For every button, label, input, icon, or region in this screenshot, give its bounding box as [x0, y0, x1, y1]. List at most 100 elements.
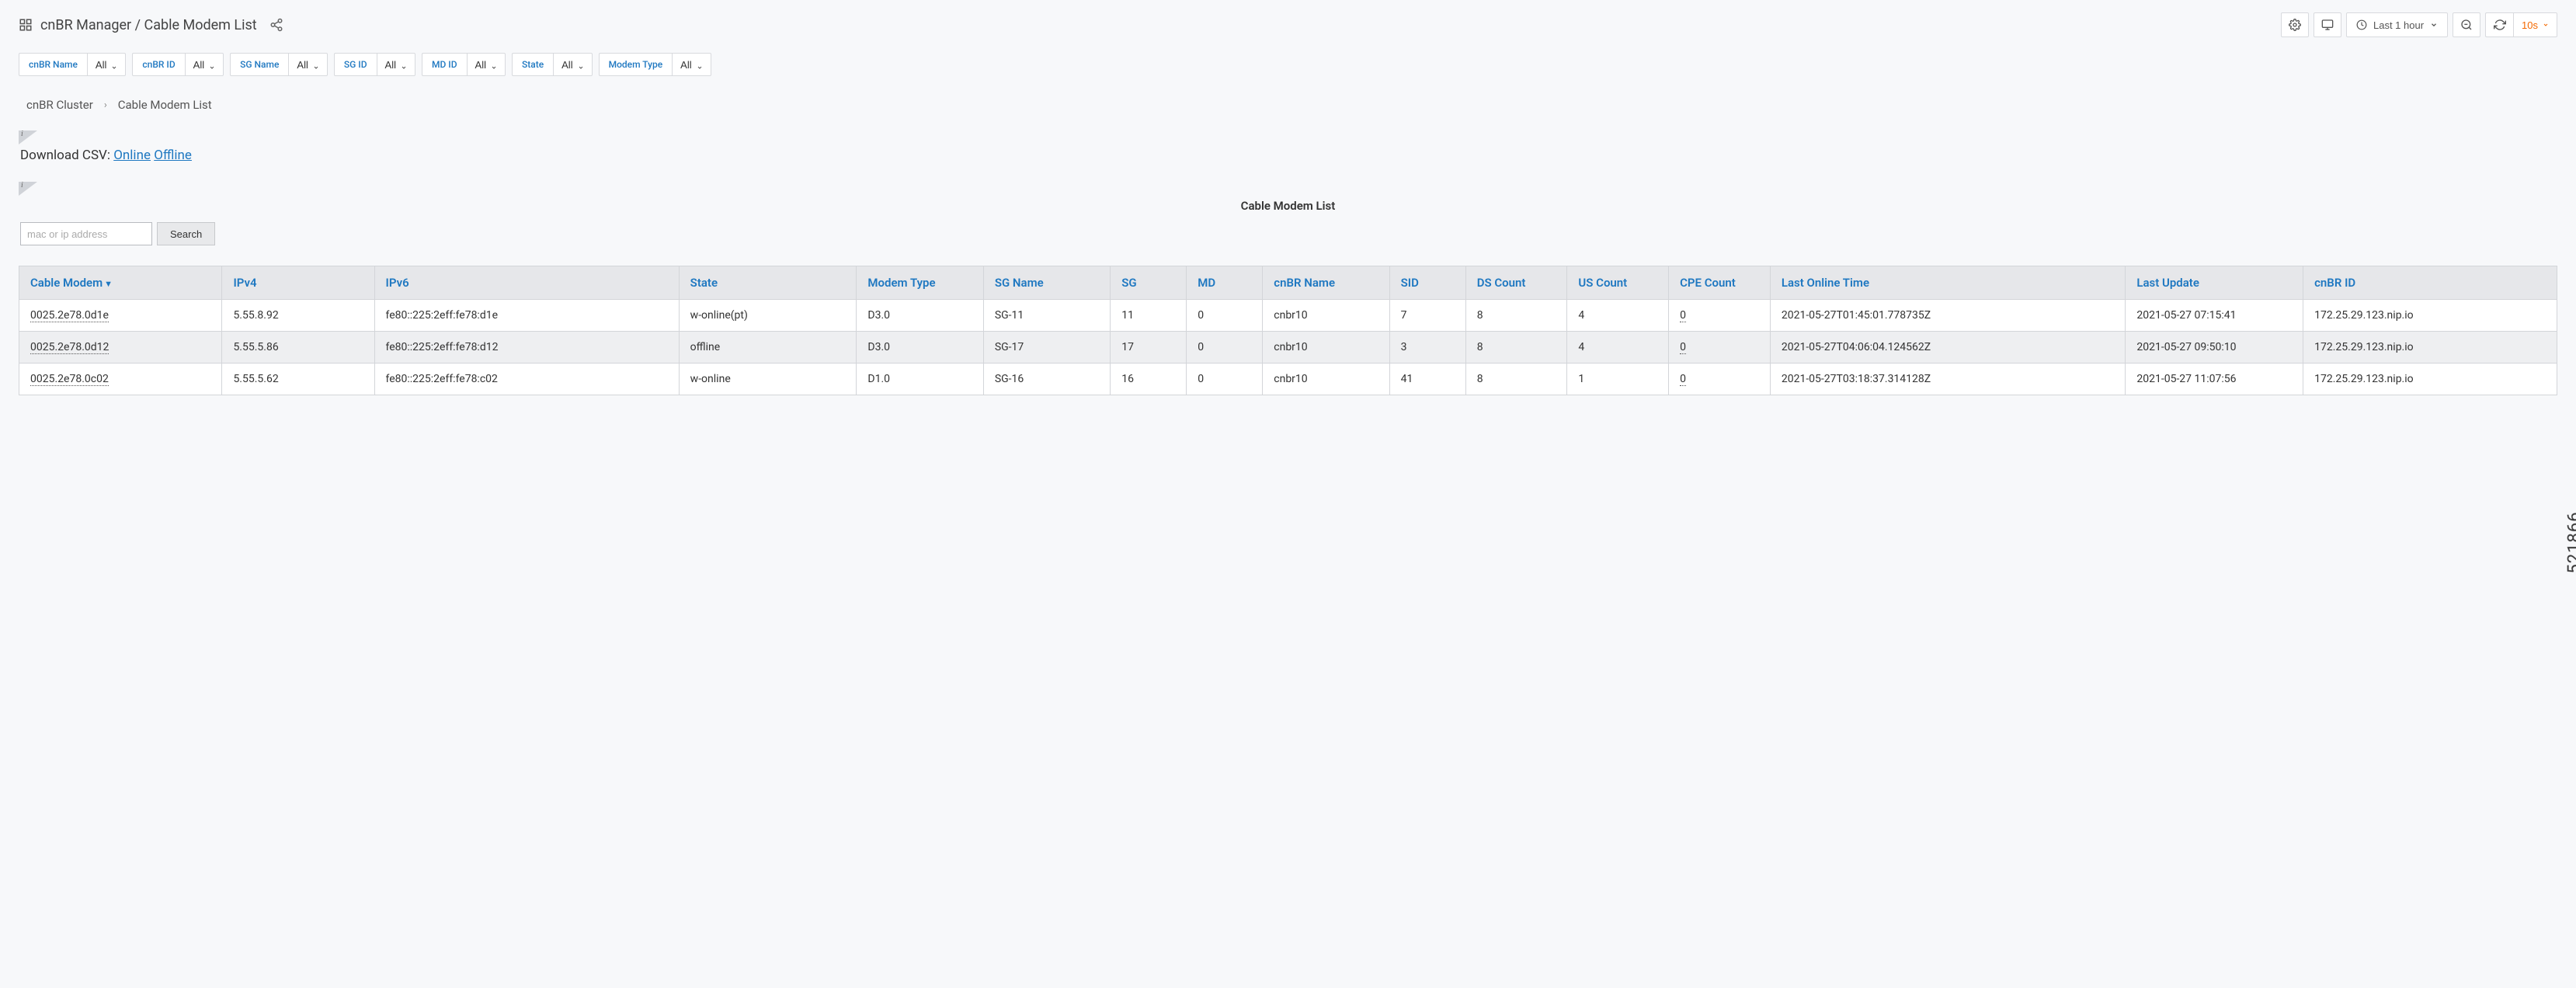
table-cell: 0025.2e78.0c02 — [19, 364, 222, 395]
table-column-header[interactable]: CPE Count — [1669, 266, 1771, 300]
table-column-header[interactable]: cnBR Name — [1263, 266, 1389, 300]
refresh-interval-select[interactable]: 10s — [2513, 12, 2557, 37]
table-cell: w-online(pt) — [679, 300, 857, 332]
table-column-header[interactable]: SG — [1111, 266, 1187, 300]
panel-info-corner[interactable]: i — [19, 130, 37, 144]
breadcrumb-parent[interactable]: cnBR Cluster — [26, 98, 93, 112]
table-column-header[interactable]: MD — [1187, 266, 1263, 300]
table-column-header[interactable]: US Count — [1567, 266, 1669, 300]
zoom-out-button[interactable] — [2453, 12, 2480, 37]
table-cell: 1 — [1567, 364, 1669, 395]
refresh-icon — [2494, 19, 2506, 31]
table-cell: fe80::225:2eff:fe78:d1e — [374, 300, 679, 332]
table-column-header[interactable]: SG Name — [983, 266, 1110, 300]
refresh-group: 10s — [2485, 12, 2557, 37]
download-row: Download CSV: Online Offline — [19, 148, 2557, 163]
filter-value: All — [297, 59, 308, 71]
table-column-header[interactable]: IPv6 — [374, 266, 679, 300]
cpe-count[interactable]: 0 — [1680, 373, 1686, 386]
download-offline-link[interactable]: Offline — [154, 148, 192, 163]
search-input[interactable] — [20, 222, 152, 245]
table-cell: D1.0 — [857, 364, 983, 395]
clock-icon — [2356, 19, 2367, 30]
filter-label: Modem Type — [599, 53, 673, 76]
table-cell: 0 — [1187, 300, 1263, 332]
table-column-header[interactable]: Last Update — [2126, 266, 2303, 300]
time-range-picker[interactable]: Last 1 hour — [2346, 12, 2448, 37]
refresh-button[interactable] — [2485, 12, 2513, 37]
settings-button[interactable] — [2281, 12, 2309, 37]
filter-group: SG NameAll — [230, 53, 328, 76]
filter-value: All — [475, 59, 486, 71]
table-row: 0025.2e78.0d1e 5.55.8.92fe80::225:2eff:fe… — [19, 300, 2557, 332]
table-column-header[interactable]: IPv4 — [222, 266, 374, 300]
table-cell: 172.25.29.123.nip.io — [2303, 300, 2557, 332]
cpe-count[interactable]: 0 — [1680, 309, 1686, 322]
table-cell: D3.0 — [857, 332, 983, 364]
table-cell: SG-16 — [983, 364, 1110, 395]
filter-select[interactable]: All — [288, 53, 327, 76]
table-cell: 0 — [1187, 364, 1263, 395]
filter-select[interactable]: All — [377, 53, 415, 76]
mac-link[interactable]: 0025.2e78.0d1e — [30, 309, 109, 322]
table-cell: 5.55.5.86 — [222, 332, 374, 364]
table-cell: 2021-05-27T04:06:04.124562Z — [1770, 332, 2126, 364]
filter-select[interactable]: All — [553, 53, 592, 76]
table-cell: 0 — [1669, 300, 1771, 332]
table-cell: 0025.2e78.0d12 — [19, 332, 222, 364]
filter-label: cnBR Name — [19, 53, 87, 76]
filter-label: SG ID — [334, 53, 377, 76]
table-cell: fe80::225:2eff:fe78:d12 — [374, 332, 679, 364]
header-left: cnBR Manager / Cable Modem List — [19, 17, 283, 33]
header-bar: cnBR Manager / Cable Modem List — [19, 12, 2557, 37]
breadcrumb: cnBR Cluster › Cable Modem List — [19, 98, 2557, 112]
table-column-header[interactable]: SID — [1389, 266, 1465, 300]
filter-select[interactable]: All — [467, 53, 506, 76]
filter-group: StateAll — [512, 53, 593, 76]
table-cell: 5.55.8.92 — [222, 300, 374, 332]
table-cell: SG-17 — [983, 332, 1110, 364]
table-cell: 0 — [1187, 332, 1263, 364]
filter-select[interactable]: All — [672, 53, 711, 76]
share-icon[interactable] — [269, 18, 283, 32]
filter-value: All — [385, 59, 396, 71]
chevron-down-icon — [2543, 22, 2549, 28]
time-range-label: Last 1 hour — [2373, 19, 2424, 31]
filter-select[interactable]: All — [185, 53, 224, 76]
refresh-interval-label: 10s — [2522, 19, 2538, 31]
filters-row: cnBR NameAllcnBR IDAllSG NameAllSG IDAll… — [19, 53, 2557, 76]
header-right: Last 1 hour 10s — [2281, 12, 2557, 37]
table-cell: 2021-05-27 09:50:10 — [2126, 332, 2303, 364]
table-column-header[interactable]: Cable Modem▼ — [19, 266, 222, 300]
cpe-count[interactable]: 0 — [1680, 341, 1686, 354]
search-button[interactable]: Search — [157, 222, 215, 245]
table-cell: cnbr10 — [1263, 300, 1389, 332]
table-column-header[interactable]: State — [679, 266, 857, 300]
filter-group: MD IDAll — [422, 53, 506, 76]
table-cell: fe80::225:2eff:fe78:c02 — [374, 364, 679, 395]
filter-group: cnBR NameAll — [19, 53, 126, 76]
table-column-header[interactable]: Modem Type — [857, 266, 983, 300]
table-column-header[interactable]: cnBR ID — [2303, 266, 2557, 300]
mac-link[interactable]: 0025.2e78.0c02 — [30, 373, 109, 386]
chevron-down-icon — [491, 61, 497, 68]
panel-info-corner[interactable]: i — [19, 182, 37, 196]
table-cell: 0 — [1669, 332, 1771, 364]
mac-link[interactable]: 0025.2e78.0d12 — [30, 341, 109, 354]
panel-title: Cable Modem List — [19, 199, 2557, 213]
filter-label: cnBR ID — [132, 53, 184, 76]
chevron-down-icon — [313, 61, 319, 68]
table-cell: 3 — [1389, 332, 1465, 364]
table-column-header[interactable]: DS Count — [1465, 266, 1567, 300]
download-online-link[interactable]: Online — [113, 148, 151, 163]
table-cell: offline — [679, 332, 857, 364]
table-column-header[interactable]: Last Online Time — [1770, 266, 2126, 300]
table-cell: 172.25.29.123.nip.io — [2303, 364, 2557, 395]
table-cell: cnbr10 — [1263, 332, 1389, 364]
view-mode-button[interactable] — [2314, 12, 2341, 37]
filter-label: State — [512, 53, 553, 76]
download-label: Download CSV: — [20, 148, 110, 163]
table-header-row: Cable Modem▼IPv4IPv6StateModem TypeSG Na… — [19, 266, 2557, 300]
chevron-down-icon — [697, 61, 703, 68]
filter-select[interactable]: All — [87, 53, 126, 76]
